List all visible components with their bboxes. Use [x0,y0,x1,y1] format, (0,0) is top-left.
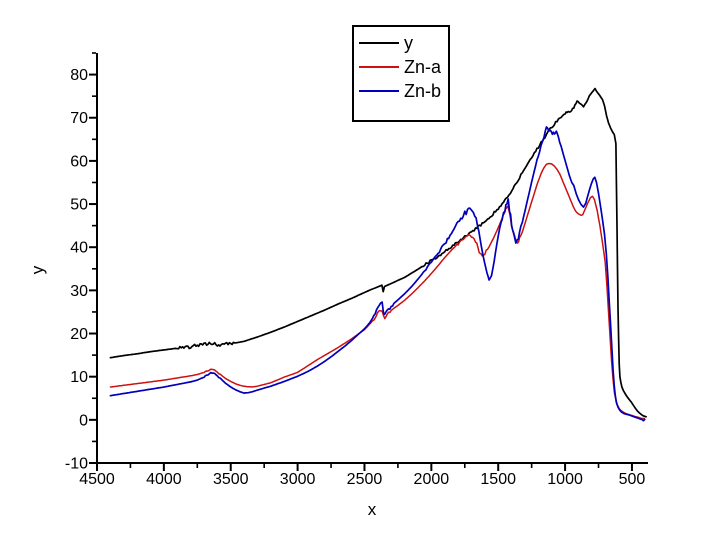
y-tick-label: 50 [70,197,88,214]
y-tick-label: 20 [70,326,88,343]
y-axis-title: y [28,265,47,275]
legend-item-zn-a: Zn-a [354,55,448,79]
series-line-Zn-b [109,126,646,422]
y-tick-label: 60 [70,153,88,170]
y-tick-label: 80 [70,67,88,84]
legend-label-y: y [404,33,413,53]
x-tick-label: 2500 [347,471,383,488]
x-tick-label: 4500 [79,471,115,488]
y-tick-label: 10 [70,369,88,386]
y-tick-label: 40 [70,240,88,257]
x-tick-label: 500 [619,471,646,488]
x-tick-label: 1500 [480,471,516,488]
series-line-y [109,87,647,418]
x-tick-label: 1000 [547,471,583,488]
x-tick-label: 2000 [414,471,450,488]
y-tick-label: -10 [65,456,88,473]
axis-spines [96,53,648,464]
x-tick-label: 4000 [146,471,182,488]
x-tick-label: 3000 [280,471,316,488]
legend-line-sample-zn-a [359,66,399,68]
x-tick-label: 3500 [213,471,249,488]
legend-line-sample-y [359,42,399,44]
legend-item-zn-b: Zn-b [354,79,448,103]
y-tick-label: 30 [70,283,88,300]
legend-line-sample-zn-b [359,90,399,92]
y-tick-label: 0 [79,412,88,429]
legend-label-zn-a: Zn-a [404,57,442,77]
legend-item-y: y [354,31,448,55]
legend: y Zn-a Zn-b [352,25,450,122]
x-axis-title: x [367,500,377,519]
y-tick-label: 70 [70,110,88,127]
legend-label-zn-b: Zn-b [404,81,442,101]
series-line-Zn-a [109,162,646,420]
